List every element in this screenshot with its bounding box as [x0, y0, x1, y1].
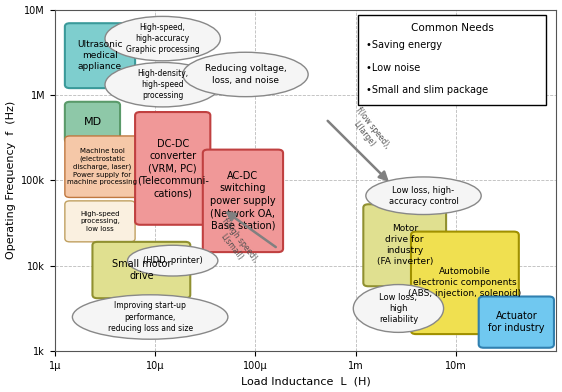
FancyBboxPatch shape — [363, 204, 446, 286]
Text: f(high speed),
L(small): f(high speed), L(small) — [211, 216, 260, 271]
FancyBboxPatch shape — [65, 102, 120, 143]
Ellipse shape — [105, 62, 220, 107]
FancyBboxPatch shape — [93, 242, 191, 298]
Text: High-speed,
high-accuracy
Graphic processing: High-speed, high-accuracy Graphic proces… — [126, 23, 200, 54]
Text: •Small and slim package: •Small and slim package — [366, 85, 488, 95]
Ellipse shape — [105, 16, 220, 61]
Ellipse shape — [183, 52, 308, 97]
Y-axis label: Operating Frequency  f  (Hz): Operating Frequency f (Hz) — [6, 101, 16, 260]
Text: Improving start-up
performance,
reducing loss and size: Improving start-up performance, reducing… — [107, 301, 193, 332]
Text: Reducing voltage,
loss, and noise: Reducing voltage, loss, and noise — [205, 64, 286, 85]
Text: •Saving energy: •Saving energy — [366, 40, 442, 50]
Text: Small motor
drive: Small motor drive — [112, 259, 171, 281]
Text: Machine tool
(electrostatic
discharge, laser)
Power supply for
machine processin: Machine tool (electrostatic discharge, l… — [67, 148, 138, 185]
Text: MD: MD — [83, 117, 102, 127]
FancyBboxPatch shape — [479, 296, 554, 348]
Text: High-speed
processing,
low loss: High-speed processing, low loss — [80, 211, 120, 232]
Ellipse shape — [72, 295, 228, 339]
Text: f(low speed),
L(large): f(low speed), L(large) — [345, 105, 392, 156]
Text: Actuator
for industry: Actuator for industry — [488, 311, 545, 333]
Text: Motor
drive for
industry
(FA inverter): Motor drive for industry (FA inverter) — [377, 224, 433, 267]
Text: •Low noise: •Low noise — [366, 62, 420, 73]
Text: AC-DC
switching
power supply
(Network OA,
Base station): AC-DC switching power supply (Network OA… — [210, 171, 276, 230]
Text: DC-DC
converter
(VRM, PC)
(Telecommuni-
cations): DC-DC converter (VRM, PC) (Telecommuni- … — [137, 139, 209, 198]
FancyBboxPatch shape — [411, 232, 519, 334]
Ellipse shape — [128, 245, 218, 276]
FancyBboxPatch shape — [65, 201, 135, 242]
FancyBboxPatch shape — [65, 23, 135, 88]
Text: Common Needs: Common Needs — [411, 23, 494, 33]
FancyBboxPatch shape — [65, 136, 140, 198]
FancyBboxPatch shape — [135, 112, 210, 225]
Text: Low loss,
high
reliability: Low loss, high reliability — [379, 293, 418, 324]
Ellipse shape — [366, 177, 481, 214]
Text: Low loss, high-
accuracy control: Low loss, high- accuracy control — [388, 186, 459, 206]
Text: Ultrasonic
medical
appliance: Ultrasonic medical appliance — [77, 40, 123, 71]
Text: High-density,
high-speed
processing: High-density, high-speed processing — [137, 69, 188, 100]
FancyBboxPatch shape — [359, 15, 546, 105]
Text: Automobile
electronic components
(ABS, injection, solenoid): Automobile electronic components (ABS, i… — [408, 267, 522, 298]
Text: (HDD, printer): (HDD, printer) — [143, 256, 202, 265]
X-axis label: Load Inductance  L  (H): Load Inductance L (H) — [241, 376, 370, 387]
FancyBboxPatch shape — [203, 150, 283, 252]
Ellipse shape — [353, 285, 443, 332]
